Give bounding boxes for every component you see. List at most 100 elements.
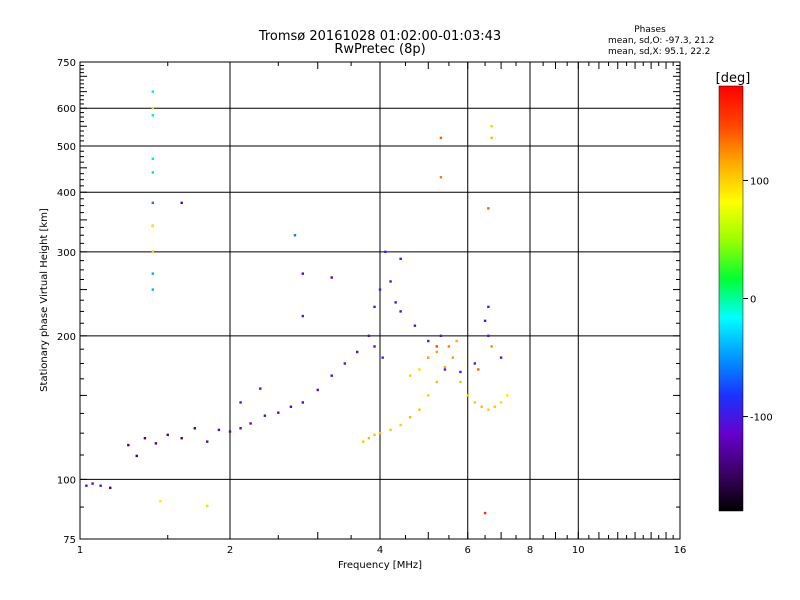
echo-point: [459, 380, 462, 384]
echo-point: [239, 427, 242, 430]
echo-point: [259, 387, 262, 390]
colorbar-ticks: 100 0 -100: [743, 176, 773, 424]
chart-title: Tromsø 20161028 01:02:00-01:03:43: [258, 29, 501, 44]
echo-point: [384, 250, 387, 254]
echo-point: [473, 401, 477, 404]
echo-point: [490, 125, 493, 128]
echo-point: [480, 405, 483, 408]
echo-point: [499, 401, 503, 404]
echo-point: [389, 428, 392, 432]
echo-point: [487, 207, 490, 210]
echo-point: [418, 368, 421, 371]
echo-point: [361, 440, 365, 443]
echo-point: [483, 511, 487, 515]
echo-point: [505, 394, 509, 397]
echo-point: [367, 334, 371, 338]
echo-point: [135, 454, 138, 458]
echo-point: [399, 310, 402, 313]
echo-point: [355, 350, 359, 354]
y-tick-label: 400: [57, 188, 76, 199]
echo-point: [151, 288, 155, 291]
echo-point: [193, 427, 197, 430]
echo-point: [487, 408, 490, 411]
echo-point: [109, 486, 112, 490]
echo-point: [378, 431, 382, 435]
echo-point: [301, 272, 305, 275]
x-tick-label: 16: [674, 545, 687, 556]
echo-point: [373, 305, 376, 309]
echo-point: [409, 374, 412, 377]
echo-point: [487, 334, 490, 338]
echo-point: [217, 428, 221, 432]
echo-point: [435, 350, 438, 354]
colorbar: [718, 85, 744, 512]
phase-stats-o-mode: mean, sd,O: -97.3, 21.2: [608, 36, 714, 46]
colorbar-tick-label: 100: [750, 176, 769, 187]
echo-point: [239, 401, 242, 404]
echo-point: [151, 157, 155, 161]
echo-point: [427, 394, 430, 397]
echo-point: [205, 440, 209, 443]
y-tick-label: 75: [63, 535, 76, 546]
echo-point: [343, 362, 347, 365]
echo-point: [293, 234, 297, 237]
echo-point: [166, 433, 169, 437]
echo-point: [151, 90, 155, 93]
echo-point: [439, 136, 443, 140]
echo-point: [330, 276, 333, 279]
colorbar-tick-label: -100: [750, 413, 773, 424]
echo-point: [301, 314, 305, 318]
echo-point: [289, 405, 293, 408]
colorbar-tick-label: 0: [750, 295, 756, 306]
echo-point: [483, 319, 487, 323]
x-tick-label: 6: [465, 545, 471, 556]
echo-point: [451, 356, 455, 359]
echo-point: [399, 257, 402, 261]
echo-point: [381, 356, 384, 359]
echo-point: [151, 201, 155, 205]
x-tick-label: 8: [527, 545, 533, 556]
phase-stats-heading: Phases: [634, 25, 666, 35]
echo-point: [151, 272, 155, 275]
echo-point: [439, 334, 443, 338]
echo-point: [447, 345, 451, 348]
echo-point: [263, 414, 267, 417]
echo-point: [443, 365, 447, 369]
echo-point: [409, 416, 412, 419]
colorbar-label: [deg]: [716, 71, 751, 86]
echo-point: [443, 368, 447, 371]
echo-point: [394, 301, 397, 304]
echo-point: [127, 443, 130, 447]
echo-point: [330, 374, 333, 377]
echo-point: [249, 422, 252, 425]
echo-point: [367, 437, 371, 440]
echo-point: [473, 362, 477, 365]
y-tick-label: 500: [57, 142, 76, 153]
echo-point: [413, 324, 417, 327]
echo-point: [439, 176, 443, 179]
echo-point: [180, 437, 183, 440]
echo-point: [435, 345, 438, 348]
y-axis-label: Stationary phase Virtual Height [km]: [39, 208, 50, 392]
echo-point: [435, 380, 438, 384]
echo-point: [159, 500, 162, 503]
echo-point: [399, 423, 402, 427]
echo-point: [143, 437, 147, 440]
echo-point: [180, 201, 183, 205]
phase-stats-x-mode: mean, sd,X: 95.1, 22.2: [608, 47, 710, 57]
echo-point: [373, 345, 376, 348]
echo-point: [490, 345, 493, 348]
y-tick-label: 100: [57, 475, 76, 486]
x-tick-label: 4: [377, 545, 383, 556]
echo-point: [99, 484, 102, 487]
echo-point: [487, 305, 490, 309]
echo-point: [493, 405, 497, 408]
y-tick-label: 600: [57, 104, 76, 115]
x-tick-label: 10: [572, 545, 585, 556]
echo-point: [427, 339, 430, 343]
echo-point: [151, 171, 155, 174]
chart-subtitle: RwPretec (8p): [334, 42, 425, 57]
echo-point: [151, 224, 155, 228]
echo-points: [85, 90, 509, 515]
